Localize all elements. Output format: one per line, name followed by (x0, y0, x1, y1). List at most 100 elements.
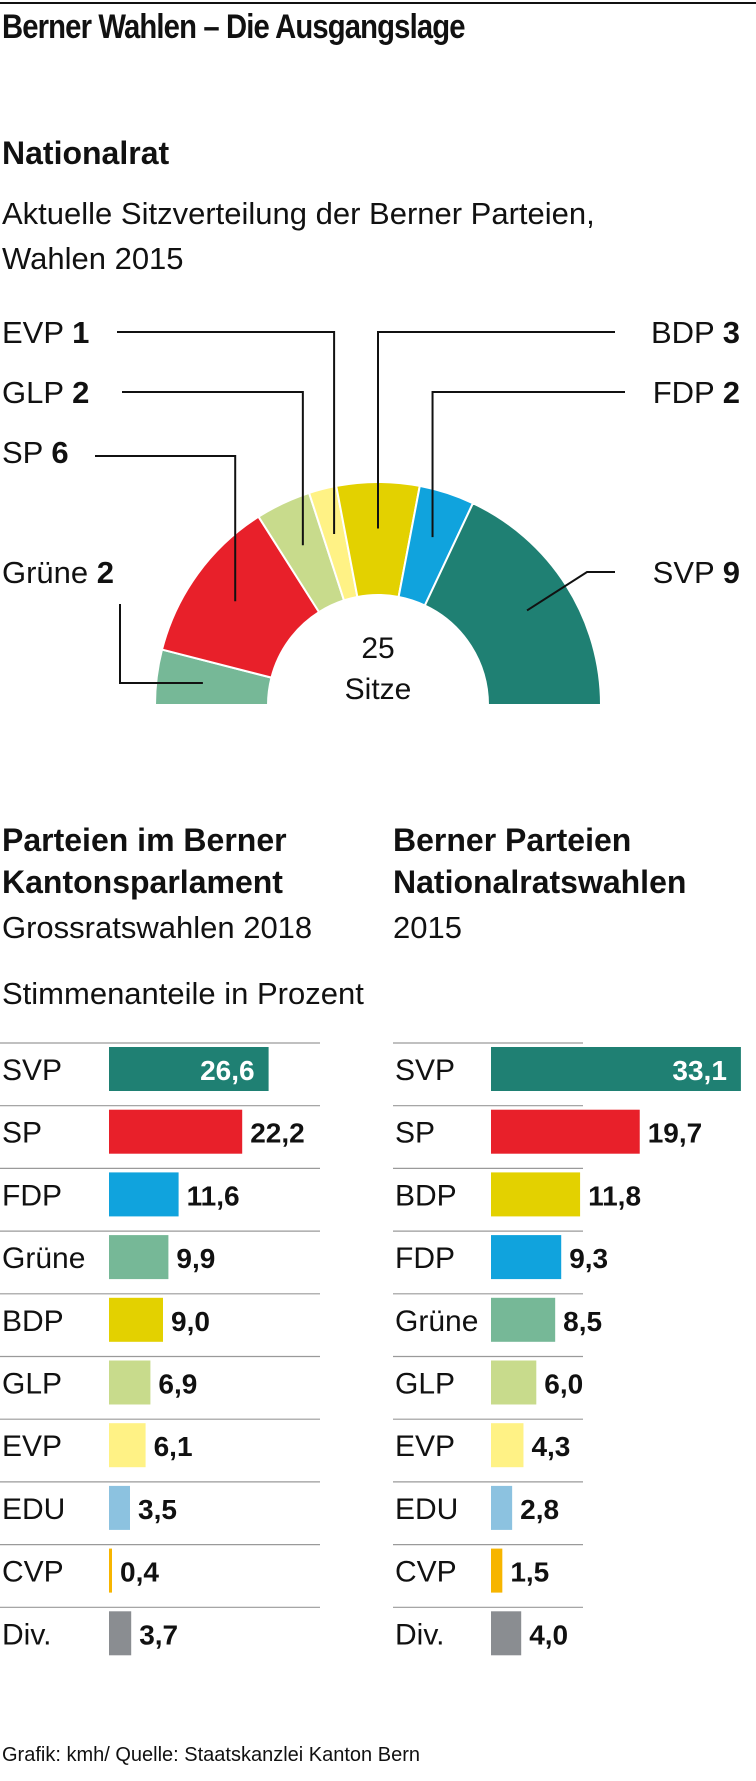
seat-label-party: Grüne (2, 555, 97, 590)
bar-sp (491, 1109, 640, 1154)
seat-label-bdp: BDP 3 (651, 315, 740, 350)
bar-value-fdp: 9,3 (569, 1243, 608, 1274)
bar-value-cvp: 1,5 (510, 1557, 549, 1588)
bar-sp (109, 1109, 243, 1154)
category-label-bdp: BDP (2, 1305, 64, 1338)
seat-label-evp: EVP 1 (2, 315, 89, 350)
left-bars-heading-line-2: Kantonsparlament (2, 864, 283, 900)
seat-slice-svp (423, 501, 603, 706)
bar-value-glp: 6,0 (544, 1369, 583, 1400)
category-label-svp: SVP (2, 1054, 62, 1087)
bar-value-edu: 2,8 (520, 1494, 559, 1525)
bar-fdp (491, 1235, 562, 1280)
seat-label-value: 2 (723, 375, 740, 410)
bar-value-svp: 33,1 (672, 1055, 727, 1086)
top-rule (0, 2, 756, 4)
seat-total-label: Sitze (345, 673, 412, 706)
category-label-edu: EDU (395, 1493, 458, 1526)
bar-value-gruene: 9,9 (176, 1243, 215, 1274)
bar-svp (109, 1047, 269, 1091)
bar-gruene (109, 1235, 169, 1280)
bar-value-bdp: 9,0 (171, 1306, 210, 1337)
bar-svp (491, 1047, 741, 1091)
category-label-cvp: CVP (395, 1556, 457, 1589)
seat-label-fdp: FDP 2 (653, 375, 740, 410)
right-bars-subtitle: 2015 (393, 910, 462, 945)
bar-glp (491, 1360, 537, 1405)
bar-value-fdp: 11,6 (187, 1180, 240, 1211)
bar-value-gruene: 8,5 (563, 1306, 602, 1337)
bar-value-div: 4,0 (529, 1619, 568, 1650)
bar-evp (491, 1423, 524, 1468)
leader-line-fdp (431, 391, 625, 538)
seat-label-party: FDP (653, 375, 723, 410)
bar-bdp (491, 1172, 581, 1217)
seat-label-value: 2 (72, 375, 89, 410)
bar-value-sp: 22,2 (250, 1118, 305, 1149)
bar-value-edu: 3,5 (138, 1494, 177, 1525)
category-label-gruene: Grüne (2, 1242, 85, 1275)
category-label-div: Div. (2, 1618, 51, 1651)
nationalrat-subtitle-line-2: Wahlen 2015 (2, 241, 184, 276)
bar-cvp (109, 1548, 112, 1593)
bars-unit-label: Stimmenanteile in Prozent (2, 976, 364, 1011)
category-label-svp: SVP (395, 1054, 455, 1087)
leader-line-svp (526, 571, 615, 612)
bar-value-glp: 6,9 (158, 1369, 197, 1400)
bar-fdp (109, 1172, 179, 1217)
seat-total-number: 25 (361, 632, 394, 665)
bar-bdp (109, 1297, 163, 1342)
left-bar-chart: SVP 26,6 SP 22,2 FDP 11,6 Grüne 9,9 BDP 9,0 GLP 6,9… (0, 1042, 320, 1656)
bar-evp (109, 1423, 146, 1468)
category-label-bdp: BDP (395, 1179, 457, 1212)
category-label-cvp: CVP (2, 1556, 64, 1589)
seat-label-value: 6 (51, 435, 68, 470)
category-label-glp: GLP (395, 1368, 455, 1401)
bar-glp (109, 1360, 151, 1405)
seat-label-party: SVP (653, 555, 723, 590)
right-bar-chart: SVP 33,1 SP 19,7 BDP 11,8 FDP 9,3 Grüne 8,5 GLP 6,0… (393, 1042, 741, 1656)
seat-label-value: 2 (97, 555, 114, 590)
seat-label-svp: SVP 9 (653, 555, 740, 590)
nationalrat-subtitle-line-1: Aktuelle Sitzverteilung der Berner Parte… (2, 196, 595, 231)
bar-value-cvp: 0,4 (120, 1557, 159, 1588)
seat-label-party: GLP (2, 375, 72, 410)
nationalrat-heading: Nationalrat (2, 135, 170, 171)
category-label-fdp: FDP (395, 1242, 455, 1275)
category-label-div: Div. (395, 1618, 444, 1651)
seat-label-party: BDP (651, 315, 723, 350)
bar-edu (491, 1485, 513, 1530)
category-label-edu: EDU (2, 1493, 65, 1526)
left-bars-heading-line-1: Parteien im Berner (2, 822, 287, 858)
bar-value-sp: 19,7 (648, 1118, 703, 1149)
leader-line-evp (117, 331, 336, 535)
right-bars-heading-line-2: Nationalratswahlen (393, 864, 687, 900)
bar-value-bdp: 11,8 (588, 1180, 641, 1211)
bar-value-div: 3,7 (139, 1619, 178, 1650)
seat-label-sp: SP 6 (2, 435, 69, 470)
leader-line-gruene (119, 604, 203, 684)
seat-label-value: 3 (723, 315, 740, 350)
leader-line-glp (122, 391, 304, 546)
seat-label-party: SP (2, 435, 51, 470)
leader-line-sp (95, 455, 237, 602)
seat-label-party: EVP (2, 315, 72, 350)
left-bars-subtitle: Grossratswahlen 2018 (2, 910, 313, 945)
bar-gruene (491, 1297, 556, 1342)
source-note: Grafik: kmh/ Quelle: Staatskanzlei Kanto… (2, 1744, 420, 1766)
bar-div (491, 1611, 522, 1656)
page-title: Berner Wahlen – Die Ausgangslage (2, 8, 466, 46)
category-label-sp: SP (2, 1117, 42, 1150)
bar-cvp (491, 1548, 503, 1593)
seat-label-value: 1 (72, 315, 89, 350)
seat-label-glp: GLP 2 (2, 375, 89, 410)
category-label-glp: GLP (2, 1368, 62, 1401)
category-label-evp: EVP (2, 1430, 62, 1463)
bar-value-evp: 6,1 (154, 1431, 193, 1462)
seat-label-value: 9 (723, 555, 740, 590)
leader-line-bdp (377, 331, 615, 529)
bar-edu (109, 1485, 130, 1530)
category-label-fdp: FDP (2, 1179, 62, 1212)
